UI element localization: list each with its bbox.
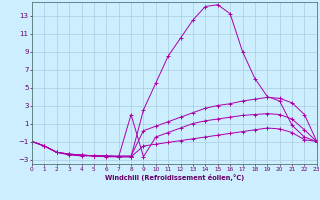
X-axis label: Windchill (Refroidissement éolien,°C): Windchill (Refroidissement éolien,°C) xyxy=(105,174,244,181)
